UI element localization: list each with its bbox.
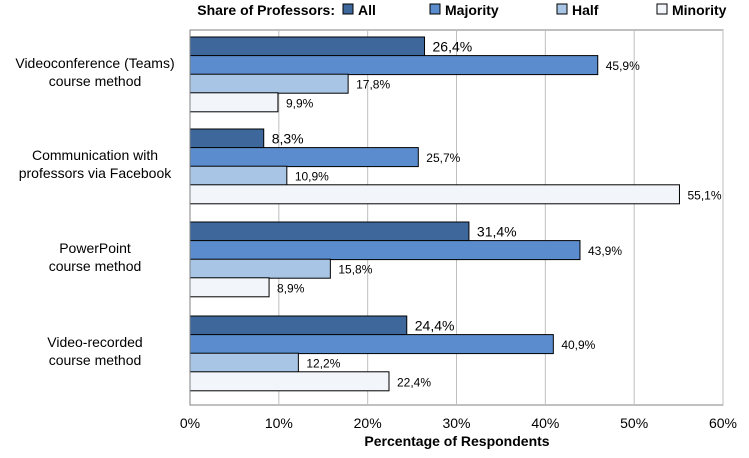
bar-majority	[189, 334, 554, 355]
legend-label-minority: Minority	[672, 2, 727, 18]
data-label: 25,7%	[426, 151, 460, 165]
bar-half	[189, 258, 331, 279]
bars	[189, 36, 680, 392]
bar-majority	[189, 147, 419, 168]
bar-minority	[189, 92, 279, 113]
bar-minority	[189, 184, 680, 205]
x-tick-label: 50%	[620, 415, 648, 431]
data-label: 15,8%	[338, 263, 372, 277]
x-tick-label: 10%	[265, 415, 293, 431]
category-label: Videoconference (Teams) course method	[15, 55, 174, 89]
legend-swatch-half	[556, 3, 568, 15]
legend-label-half: Half	[572, 2, 599, 18]
category-label: PowerPoint course method	[49, 240, 142, 274]
x-tick-label: 20%	[354, 415, 382, 431]
x-tick-label: 0%	[180, 415, 200, 431]
data-label: 24,4%	[415, 318, 455, 334]
bar-half	[189, 73, 349, 94]
bar-all	[189, 315, 408, 336]
x-tick-label: 30%	[442, 415, 470, 431]
bar-all	[189, 36, 426, 57]
legend-swatch-all	[342, 3, 354, 15]
data-label: 8,9%	[277, 281, 305, 295]
x-tick-label: 60%	[709, 415, 737, 431]
bar-half	[189, 352, 299, 373]
data-label: 40,9%	[561, 338, 595, 352]
legend-label-majority: Majority	[445, 2, 499, 18]
bar-minority	[189, 371, 390, 392]
data-label: 31,4%	[477, 224, 517, 240]
data-label: 10,9%	[295, 170, 329, 184]
data-label: 55,1%	[687, 188, 721, 202]
data-label: 26,4%	[433, 39, 473, 55]
data-labels: 26,4% 45,9% 17,8% 9,9% 8,3% 25,7% 10,9% 55,1% 31…	[272, 39, 722, 390]
bar-majority	[189, 55, 599, 76]
legend-title: Share of Professors:	[197, 2, 335, 18]
legend-swatch-majority	[429, 3, 441, 15]
bar-minority	[189, 277, 270, 298]
legend-swatch-minority	[656, 3, 668, 15]
data-label: 12,2%	[306, 357, 340, 371]
legend-label-all: All	[358, 2, 376, 18]
category-label: Communication with professors via Faceboo…	[19, 147, 173, 181]
data-label: 22,4%	[397, 375, 431, 389]
bar-all	[189, 221, 470, 242]
data-label: 43,9%	[588, 244, 622, 258]
category-labels: Videoconference (Teams) course method Comm…	[15, 55, 174, 368]
x-tick-label: 40%	[531, 415, 559, 431]
bar-majority	[189, 240, 581, 261]
bar-all	[189, 128, 265, 149]
data-label: 8,3%	[272, 131, 304, 147]
bar-half	[189, 165, 288, 186]
x-tick-labels: 0% 10% 20% 30% 40% 50% 60%	[180, 415, 737, 431]
x-axis-title: Percentage of Respondents	[364, 433, 549, 449]
category-label: Video-recorded course method	[47, 334, 142, 368]
data-label: 17,8%	[356, 78, 390, 92]
data-label: 45,9%	[606, 59, 640, 73]
data-label: 9,9%	[286, 96, 314, 110]
legend: Share of Professors: All Majority Half Mino…	[197, 2, 726, 18]
